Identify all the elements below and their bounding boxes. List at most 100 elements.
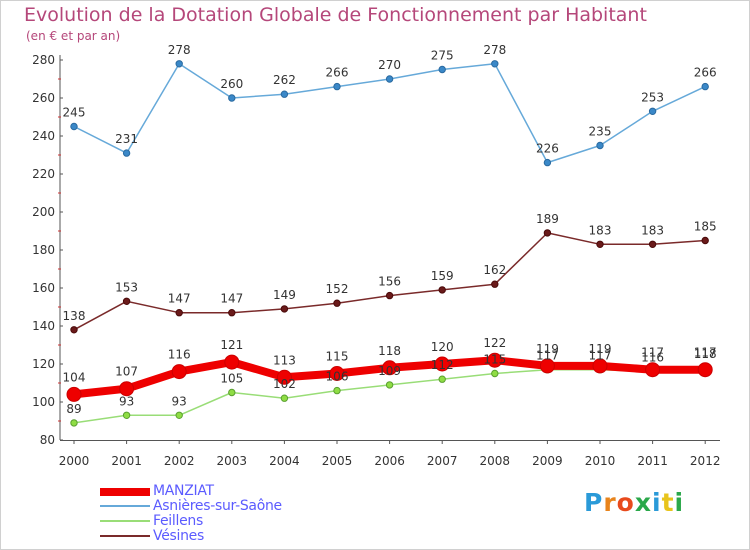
data-point-asni-res-sur-sa-ne	[543, 158, 552, 167]
data-point-v-sines	[438, 286, 446, 294]
data-label-manziat: 115	[326, 350, 349, 364]
data-label-manziat: 120	[431, 340, 454, 354]
data-point-v-sines	[333, 299, 341, 307]
y-tick-label: 220	[32, 167, 55, 181]
data-label-v-sines: 149	[273, 288, 296, 302]
data-point-v-sines	[70, 326, 78, 334]
data-point-v-sines	[491, 280, 499, 288]
data-label-manziat: 107	[115, 365, 138, 379]
data-point-asni-res-sur-sa-ne	[122, 149, 131, 157]
legend-swatch-manziat	[100, 488, 150, 496]
data-point-asni-res-sur-sa-ne	[385, 75, 394, 83]
legend-item-manziat[interactable]: MANZIAT	[100, 483, 400, 499]
legend-swatch-feillens	[100, 520, 150, 522]
data-point-manziat	[276, 369, 292, 385]
data-label-v-sines: 183	[641, 223, 664, 237]
data-label-feillens: 106	[326, 370, 349, 384]
data-label-v-sines: 185	[694, 220, 717, 234]
data-point-manziat	[434, 356, 450, 372]
data-label-manziat: 117	[641, 346, 664, 360]
x-tick-label: 2011	[637, 454, 668, 468]
data-point-v-sines	[280, 305, 289, 313]
x-tick-label: 2010	[585, 454, 616, 468]
data-label-asni-res-sur-sa-ne: 278	[483, 43, 506, 57]
data-label-asni-res-sur-sa-ne: 266	[694, 66, 717, 80]
data-point-feillens	[385, 381, 394, 389]
logo-letter: o	[616, 488, 635, 517]
data-point-v-sines	[385, 291, 394, 300]
data-point-asni-res-sur-sa-ne	[175, 60, 183, 68]
legend-item-asnieres[interactable]: Asnières-sur-Saône	[100, 498, 400, 514]
data-label-v-sines: 152	[326, 282, 349, 296]
y-tick-label: 200	[32, 205, 55, 219]
legend-item-feillens[interactable]: Feillens	[100, 513, 400, 529]
data-label-v-sines: 156	[378, 275, 401, 289]
y-tick-label: 100	[32, 395, 55, 409]
data-point-v-sines	[596, 240, 604, 249]
x-tick-label: 2009	[532, 454, 563, 468]
chart-title: Evolution de la Dotation Globale de Fonc…	[24, 4, 647, 26]
data-label-asni-res-sur-sa-ne: 231	[115, 132, 138, 146]
data-point-feillens	[70, 419, 78, 427]
data-point-v-sines	[228, 309, 236, 317]
data-label-asni-res-sur-sa-ne: 270	[378, 58, 401, 72]
data-label-feillens: 117	[536, 349, 559, 363]
x-tick-label: 2002	[164, 454, 195, 468]
data-point-feillens	[280, 394, 289, 402]
data-label-feillens: 93	[172, 394, 187, 408]
data-point-asni-res-sur-sa-ne	[596, 141, 604, 150]
data-label-manziat: 116	[168, 348, 191, 362]
data-label-asni-res-sur-sa-ne: 245	[63, 106, 86, 120]
legend-label-manziat: MANZIAT	[153, 483, 214, 499]
data-label-asni-res-sur-sa-ne: 266	[326, 66, 349, 80]
data-point-feillens	[228, 388, 236, 397]
x-tick-label: 2012	[690, 454, 721, 468]
logo-letter: i	[674, 488, 685, 517]
data-label-feillens: 89	[66, 402, 81, 416]
data-label-manziat: 117	[694, 346, 717, 360]
logo-letter: P	[584, 488, 604, 517]
data-point-asni-res-sur-sa-ne	[228, 94, 236, 102]
data-point-asni-res-sur-sa-ne	[280, 90, 289, 98]
data-point-manziat	[592, 358, 608, 374]
data-point-asni-res-sur-sa-ne	[491, 60, 499, 68]
data-point-feillens	[491, 369, 499, 378]
y-tick-label: 80	[40, 433, 55, 447]
legend-item-vesines[interactable]: Vésines	[100, 528, 400, 544]
data-label-feillens: 102	[273, 377, 296, 391]
chart-subtitle: (en € et par an)	[26, 29, 121, 43]
y-tick-label: 180	[32, 243, 55, 257]
data-point-asni-res-sur-sa-ne	[648, 107, 657, 116]
proxiti-logo: Proxiti	[584, 488, 684, 517]
data-label-v-sines: 147	[220, 292, 243, 306]
data-label-feillens: 115	[483, 353, 506, 367]
legend-swatch-vesines	[100, 535, 150, 537]
data-label-asni-res-sur-sa-ne: 253	[641, 90, 664, 104]
data-label-manziat: 122	[483, 336, 506, 350]
data-point-feillens	[438, 375, 446, 383]
data-label-asni-res-sur-sa-ne: 226	[536, 142, 559, 156]
y-tick-label: 120	[32, 357, 55, 371]
data-point-feillens	[175, 411, 183, 419]
data-label-feillens: 116	[641, 351, 664, 365]
logo-letter: i	[652, 488, 662, 517]
legend-label-vesines: Vésines	[153, 528, 204, 544]
data-label-feillens: 112	[431, 358, 454, 372]
data-point-manziat	[119, 381, 135, 397]
x-tick-label: 2005	[322, 454, 353, 468]
data-point-manziat	[171, 364, 187, 380]
logo-letter: r	[603, 488, 617, 517]
y-tick-label: 160	[32, 281, 55, 295]
data-point-manziat	[645, 362, 661, 378]
x-tick-label: 2007	[427, 454, 458, 468]
y-tick-label: 140	[32, 319, 55, 333]
x-tick-label: 2003	[217, 454, 248, 468]
data-point-asni-res-sur-sa-ne	[70, 122, 78, 131]
data-point-manziat	[329, 366, 345, 381]
data-point-manziat	[487, 352, 503, 368]
y-tick-label: 240	[32, 129, 55, 143]
data-point-v-sines	[122, 297, 131, 305]
data-label-v-sines: 153	[115, 280, 138, 294]
x-tick-label: 2004	[269, 454, 300, 468]
